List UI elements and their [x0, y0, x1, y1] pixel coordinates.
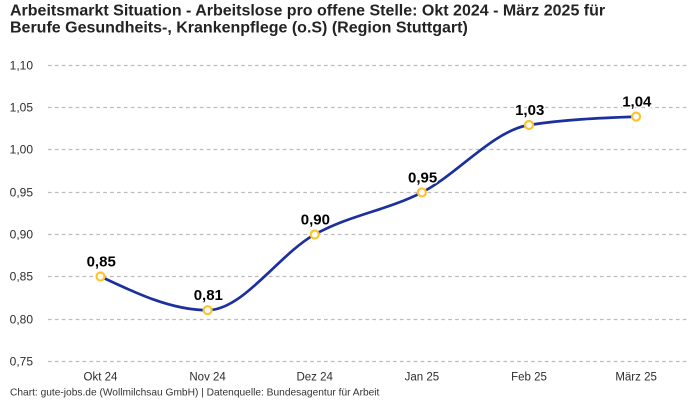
svg-text:März 25: März 25: [615, 372, 657, 384]
svg-text:0,75: 0,75: [10, 355, 34, 369]
svg-text:0,85: 0,85: [87, 254, 116, 271]
svg-text:0,95: 0,95: [408, 169, 437, 186]
svg-text:Chart: gute-jobs.de (Wollmilch: Chart: gute-jobs.de (Wollmilchsau GmbH) …: [10, 388, 380, 399]
svg-text:1,05: 1,05: [10, 101, 34, 115]
svg-text:0,90: 0,90: [301, 212, 330, 229]
svg-text:1,04: 1,04: [622, 94, 652, 111]
svg-text:0,81: 0,81: [194, 287, 223, 304]
svg-text:0,85: 0,85: [10, 270, 34, 284]
svg-text:Okt 24: Okt 24: [84, 372, 118, 384]
svg-text:0,95: 0,95: [10, 186, 34, 200]
svg-text:1,00: 1,00: [10, 143, 34, 157]
svg-text:Dez 24: Dez 24: [296, 372, 333, 384]
svg-text:0,80: 0,80: [10, 313, 34, 327]
svg-text:Feb 25: Feb 25: [511, 372, 547, 384]
svg-text:0,90: 0,90: [10, 228, 34, 242]
svg-text:1,10: 1,10: [10, 59, 34, 73]
svg-text:Arbeitsmarkt Situation - Arbei: Arbeitsmarkt Situation - Arbeitslose pro…: [10, 3, 605, 20]
svg-text:Berufe Gesundheits-, Krankenpf: Berufe Gesundheits-, Krankenpflege (o.S)…: [10, 20, 468, 37]
svg-text:Jan 25: Jan 25: [405, 372, 440, 384]
svg-text:1,03: 1,03: [515, 102, 544, 119]
svg-text:Nov 24: Nov 24: [189, 372, 226, 384]
